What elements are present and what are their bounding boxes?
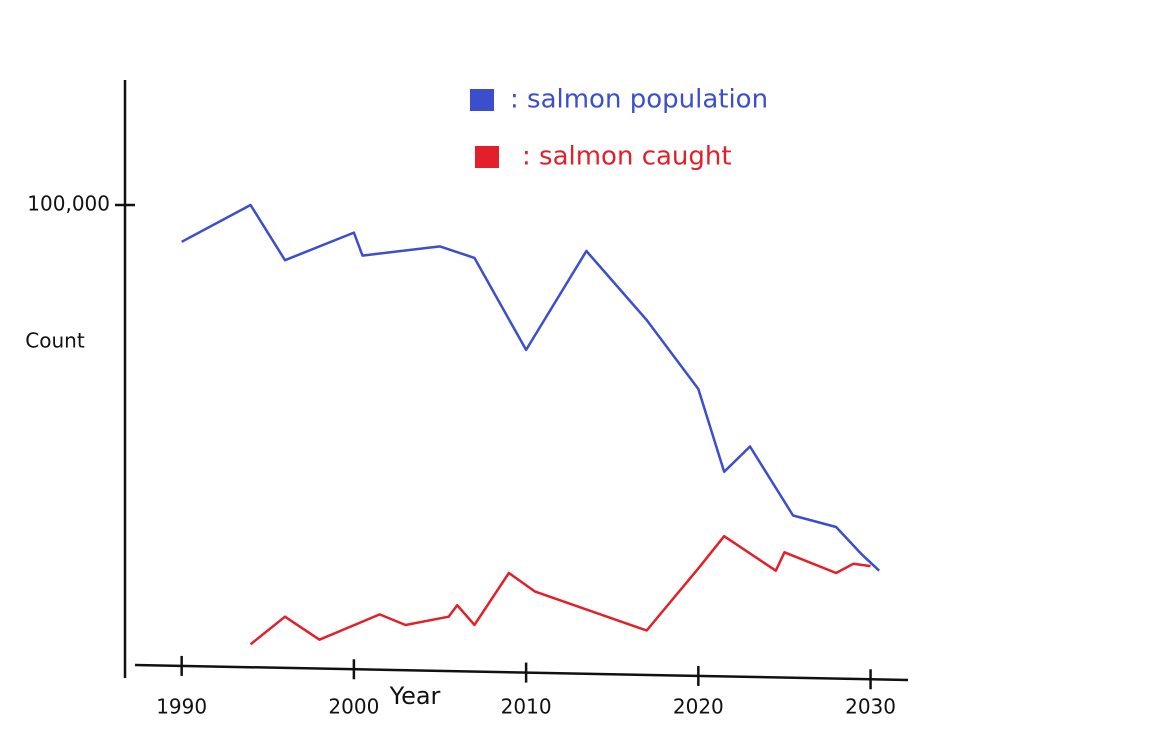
legend-label: : salmon caught [522,142,732,172]
x-tick-label: 2030 [845,695,896,719]
line [181,203,881,572]
x-axis-label: Year [389,682,441,710]
x-tick-label: 1990 [156,695,207,719]
x-tick-label: 2000 [328,695,379,719]
x-axis [134,663,909,682]
line [249,534,871,646]
y-axis-label: Count [25,329,85,353]
legend-swatch [475,146,499,168]
legend-swatch [470,89,494,111]
x-tick-label: 2020 [673,695,724,719]
x-tick-label: 2010 [501,695,552,719]
legend-label: : salmon population [510,85,768,115]
y-tick-label: 100,000 [27,192,110,216]
